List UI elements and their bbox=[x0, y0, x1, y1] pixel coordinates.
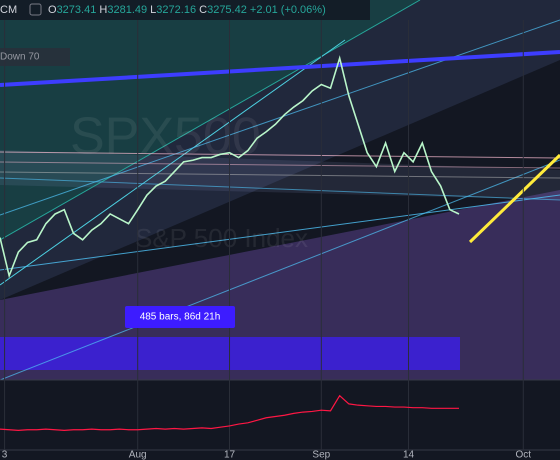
ohlc-key: H bbox=[99, 4, 107, 16]
x-tick-label: Aug bbox=[129, 450, 147, 460]
x-tick-label: 3 bbox=[2, 450, 8, 460]
x-tick-label: 14 bbox=[403, 450, 415, 460]
watermark-name: S&P 500 Index bbox=[135, 223, 308, 253]
level-line bbox=[0, 151, 560, 159]
ohlc-value: 3281.49 bbox=[107, 4, 147, 16]
drawing-label: Down 70 bbox=[0, 52, 40, 63]
trend-line bbox=[0, 0, 421, 241]
change: +2.01 (+0.06%) bbox=[250, 4, 326, 16]
trend-line bbox=[0, 177, 560, 201]
series-line bbox=[0, 55, 460, 279]
x-tick-label: 17 bbox=[224, 450, 236, 460]
trend-line bbox=[0, 39, 346, 286]
channel-fill bbox=[0, 0, 560, 300]
plot bbox=[0, 20, 524, 450]
region-fill bbox=[0, 190, 560, 380]
level-line bbox=[0, 161, 560, 169]
series-line bbox=[0, 394, 460, 431]
measure-box bbox=[125, 306, 235, 328]
trend-line bbox=[0, 194, 560, 271]
trend-line bbox=[468, 153, 560, 244]
label-box bbox=[0, 48, 70, 66]
x-tick-label: Oct bbox=[515, 450, 531, 460]
ohlc-value: 3272.16 bbox=[156, 4, 196, 16]
watermark-symbol: SPX500 bbox=[70, 108, 261, 166]
ohlc-value: 3275.42 bbox=[207, 4, 247, 16]
measure-label: 485 bars, 86d 21h bbox=[140, 312, 221, 323]
ohlc-key: O bbox=[48, 4, 57, 16]
trend-line bbox=[0, 19, 560, 216]
ohlc-key: C bbox=[199, 4, 207, 16]
level-line bbox=[0, 171, 560, 179]
legend-bar bbox=[0, 0, 370, 20]
ohlc: O3273.41 H3281.49 L3272.16 C3275.42 +2.0… bbox=[48, 4, 326, 16]
ohlc-key: L bbox=[150, 4, 156, 16]
visibility-icon[interactable] bbox=[29, 3, 42, 16]
x-tick-label: Sep bbox=[312, 450, 330, 460]
ohlc-value: 3273.41 bbox=[57, 4, 97, 16]
indicator-pane bbox=[0, 380, 560, 450]
trend-line bbox=[0, 50, 560, 87]
symbol: CM bbox=[0, 4, 17, 16]
